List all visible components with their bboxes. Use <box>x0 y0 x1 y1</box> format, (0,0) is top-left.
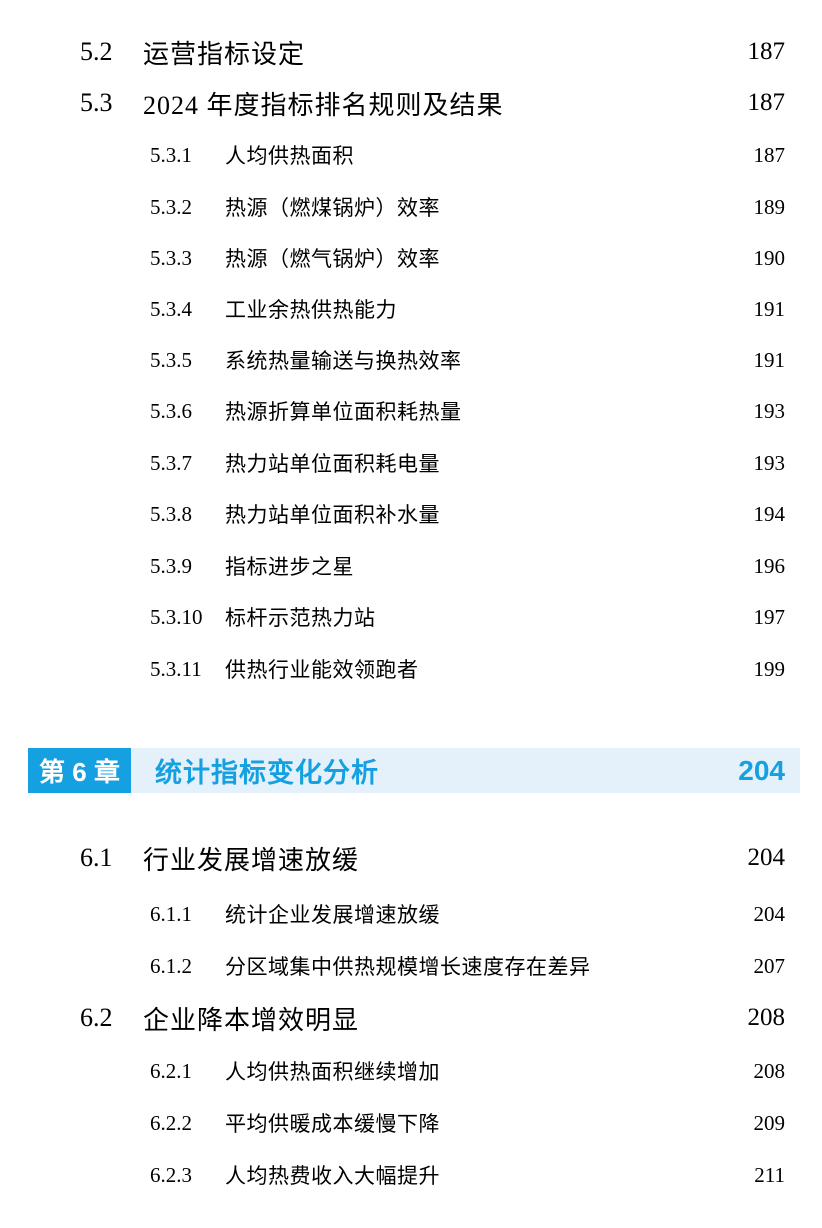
toc-entry-number: 5.3.8 <box>150 501 192 526</box>
toc-entry: 5.3.8 热力站单位面积补水量 194 <box>0 494 785 534</box>
toc-entry-number: 6.2.1 <box>150 1058 192 1083</box>
toc-entry-page: 204 <box>747 844 786 871</box>
toc-entry-number: 6.2 <box>80 1003 113 1032</box>
toc-entry: 5.3.4 工业余热供热能力 191 <box>0 289 785 329</box>
toc-entry-page: 187 <box>747 38 786 65</box>
toc-entry-page: 191 <box>753 296 786 321</box>
toc-entry: 5.3.11 供热行业能效领跑者 199 <box>0 649 785 689</box>
toc-entry-number: 6.1.1 <box>150 901 192 926</box>
toc-entry-number: 6.2.2 <box>150 1110 192 1135</box>
toc-entry-page: 187 <box>747 89 786 116</box>
toc-entry: 5.3.6 热源折算单位面积耗热量 193 <box>0 391 785 431</box>
toc-entry-number: 5.3.11 <box>150 656 202 681</box>
toc-entry-page: 199 <box>753 656 786 681</box>
toc-entry-title: 热源（燃气锅炉）效率 <box>225 247 440 271</box>
toc-entry-title: 人均热费收入大幅提升 <box>225 1164 440 1188</box>
toc-entry-number: 5.3.9 <box>150 553 192 578</box>
toc-entry-page: 208 <box>747 1004 786 1031</box>
toc-entry: 6.1.1 统计企业发展增速放缓 204 <box>0 894 785 934</box>
toc-entry-number: 5.3.3 <box>150 245 192 270</box>
toc-entry-number: 5.3.2 <box>150 194 192 219</box>
toc-entry-title: 指标进步之星 <box>225 555 354 579</box>
chapter-badge: 第 6 章 <box>28 748 131 793</box>
toc-entry-page: 193 <box>753 450 786 475</box>
toc-entry-title: 行业发展增速放缓 <box>143 845 360 875</box>
toc-entry: 6.2 企业降本增效明显 208 <box>0 998 785 1038</box>
toc-entry-number: 5.3.10 <box>150 604 203 629</box>
toc-entry: 6.2.2 平均供暖成本缓慢下降 209 <box>0 1103 785 1143</box>
toc-entry-number: 5.3.5 <box>150 347 192 372</box>
toc-entry-page: 209 <box>753 1110 786 1135</box>
toc-entry-number: 5.3 <box>80 88 113 117</box>
toc-entry: 5.3.1 人均供热面积 187 <box>0 135 785 175</box>
toc-entry-number: 5.2 <box>80 37 113 66</box>
toc-entry-page: 191 <box>753 347 786 372</box>
toc-entry: 6.1.2 分区域集中供热规模增长速度存在差异 207 <box>0 946 785 986</box>
toc-entry-title: 人均供热面积 <box>225 144 354 168</box>
toc-entry-number: 5.3.7 <box>150 450 192 475</box>
toc-entry: 5.3.3 热源（燃气锅炉）效率 190 <box>0 238 785 278</box>
toc-entry: 5.3.5 系统热量输送与换热效率 191 <box>0 340 785 380</box>
toc-entry-number: 6.2.3 <box>150 1162 192 1187</box>
toc-entry-page: 211 <box>754 1162 785 1187</box>
toc-entry-title: 热源折算单位面积耗热量 <box>225 400 462 424</box>
chapter-heading-row: 第 6 章统计指标变化分析 204 <box>28 748 800 793</box>
toc-entry-title: 分区域集中供热规模增长速度存在差异 <box>225 955 591 979</box>
toc-entry-title: 2024 年度指标排名规则及结果 <box>143 90 504 120</box>
chapter-title: 统计指标变化分析 <box>155 758 379 788</box>
toc-entry: 5.3.7 热力站单位面积耗电量 193 <box>0 443 785 483</box>
toc-entry: 5.2 运营指标设定 187 <box>0 32 785 72</box>
toc-entry: 6.2.1 人均供热面积继续增加 208 <box>0 1051 785 1091</box>
toc-entry-page: 207 <box>753 953 786 978</box>
toc-entry-page: 190 <box>753 245 786 270</box>
toc-entry-page: 208 <box>753 1058 786 1083</box>
toc-entry-number: 5.3.6 <box>150 398 192 423</box>
chapter-page-number: 204 <box>738 754 785 786</box>
toc-entry-page: 197 <box>753 604 786 629</box>
toc-entry-title: 平均供暖成本缓慢下降 <box>225 1112 440 1136</box>
toc-entry-title: 热源（燃煤锅炉）效率 <box>225 196 440 220</box>
toc-entry-page: 194 <box>753 501 786 526</box>
toc-entry-title: 工业余热供热能力 <box>225 298 397 322</box>
toc-entry-title: 统计企业发展增速放缓 <box>225 903 440 927</box>
toc-entry-page: 193 <box>753 398 786 423</box>
toc-entry: 5.3.9 指标进步之星 196 <box>0 546 785 586</box>
toc-entry-title: 系统热量输送与换热效率 <box>225 349 462 373</box>
toc-entry: 5.3.2 热源（燃煤锅炉）效率 189 <box>0 187 785 227</box>
toc-entry-page: 196 <box>753 553 786 578</box>
toc-entry-title: 热力站单位面积补水量 <box>225 503 440 527</box>
toc-entry-number: 6.1.2 <box>150 953 192 978</box>
toc-entry: 6.2.3 人均热费收入大幅提升 211 <box>0 1155 785 1195</box>
toc-entry-title: 热力站单位面积耗电量 <box>225 452 440 476</box>
toc-entry: 5.3 2024 年度指标排名规则及结果 187 <box>0 83 785 123</box>
toc-entry-number: 5.3.4 <box>150 296 192 321</box>
toc-entry: 5.3.10 标杆示范热力站 197 <box>0 597 785 637</box>
toc-entry-title: 人均供热面积继续增加 <box>225 1060 440 1084</box>
toc-entry-page: 204 <box>753 901 786 926</box>
toc-entry-number: 5.3.1 <box>150 142 192 167</box>
toc-entry: 6.1 行业发展增速放缓 204 <box>0 838 785 878</box>
toc-entry-title: 运营指标设定 <box>143 39 306 69</box>
toc-entry-title: 企业降本增效明显 <box>143 1005 360 1035</box>
toc-entry-title: 供热行业能效领跑者 <box>225 658 419 682</box>
toc-entry-page: 189 <box>753 194 786 219</box>
toc-entry-title: 标杆示范热力站 <box>225 606 376 630</box>
toc-entry-page: 187 <box>753 142 786 167</box>
toc-entry-number: 6.1 <box>80 843 113 872</box>
